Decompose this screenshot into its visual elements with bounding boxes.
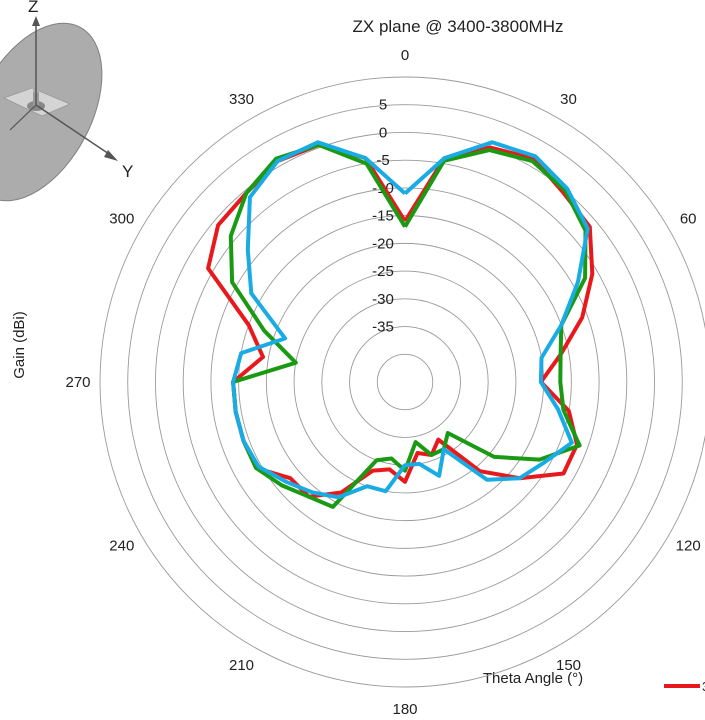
grid-circle: [349, 326, 461, 438]
radial-tick-label: -5: [376, 152, 389, 169]
angle-tick-label: 150: [556, 657, 581, 674]
grid-circle: [99, 76, 705, 688]
series-lines: [206, 140, 595, 509]
y-axis-line: [35, 104, 113, 157]
radial-axis-label: Gain (dBi): [11, 311, 28, 379]
grid-circle: [376, 353, 434, 411]
grid-circle: [293, 270, 517, 494]
grid-circle: [127, 104, 683, 660]
polar-grid: [99, 76, 705, 688]
grid-circle: [238, 215, 572, 549]
grid-circle: [155, 132, 655, 632]
orientation-inset: Z Y: [0, 0, 133, 202]
angle-tick-labels: 0 30 60 120 150 180 210 240 270 300 330: [65, 47, 701, 718]
angle-tick-label: 240: [109, 538, 134, 555]
angle-tick-label: 300: [109, 211, 134, 228]
radial-tick-label: -25: [372, 263, 394, 280]
series-line-1: [206, 142, 595, 499]
radial-tick-label: 0: [379, 125, 387, 142]
radial-tick-label: -30: [372, 291, 394, 308]
angle-tick-label: 0: [401, 47, 409, 64]
radial-tick-label: -15: [372, 208, 394, 225]
radiation-plane-disc: [0, 22, 103, 202]
angle-tick-label: 330: [229, 91, 254, 108]
radial-tick-label: -35: [372, 319, 394, 336]
x-axis-line: [9, 104, 37, 131]
z-axis-label: Z: [28, 0, 38, 16]
legend: 3: [664, 679, 705, 694]
series-line-2: [228, 142, 588, 509]
y-axis-arrow: [104, 150, 118, 161]
angle-tick-label: 180: [392, 701, 417, 715]
grid-circle: [210, 187, 600, 577]
radial-tick-label: 5: [379, 97, 387, 114]
grid-circle: [182, 159, 628, 605]
angle-axis-label: Theta Angle (°): [483, 670, 583, 687]
legend-label: 3: [702, 679, 705, 694]
angle-tick-label: 30: [560, 91, 577, 108]
chart-title: ZX plane @ 3400-3800MHz: [353, 17, 564, 36]
radial-tick-label: -20: [372, 235, 394, 252]
angle-tick-label: 60: [680, 211, 697, 228]
angle-tick-label: 270: [65, 374, 90, 391]
z-axis-arrow: [32, 16, 40, 26]
angle-tick-label: 120: [676, 538, 701, 555]
series-line-3: [231, 140, 590, 500]
angle-tick-label: 210: [229, 657, 254, 674]
y-axis-label: Y: [122, 162, 133, 181]
